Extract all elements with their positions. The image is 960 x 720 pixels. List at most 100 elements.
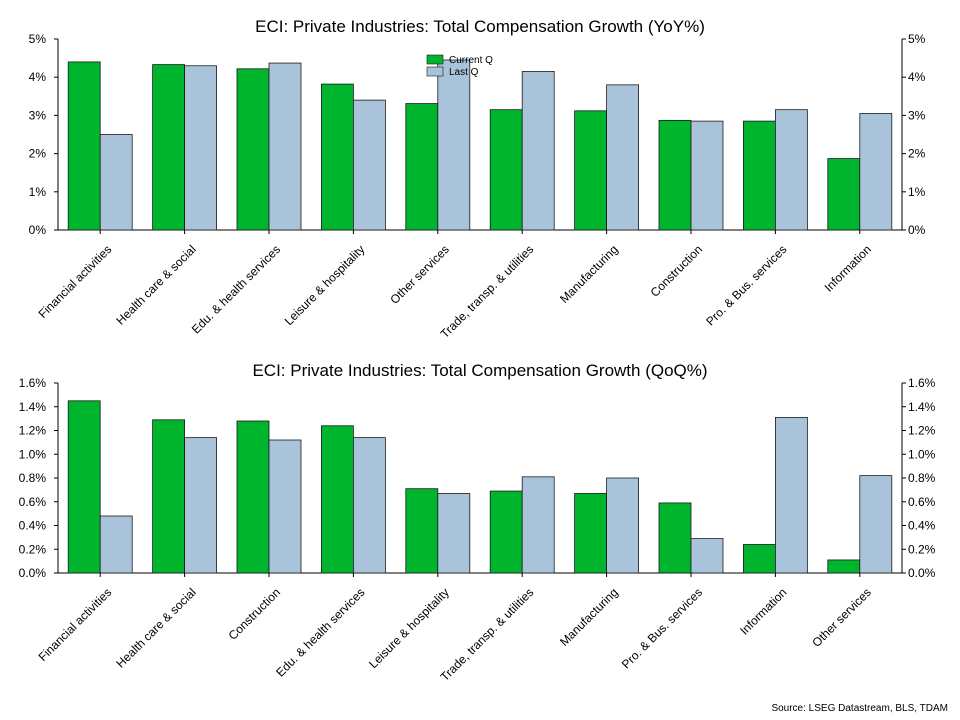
bar-last — [99, 134, 133, 231]
bar-current — [67, 400, 101, 574]
x-category-label: Construction — [648, 242, 706, 300]
bar-current — [658, 502, 692, 574]
y-tick-label-left: 3% — [29, 108, 47, 122]
bar-last — [352, 437, 386, 574]
x-category-label: Trade, transp. & utilities — [438, 585, 537, 684]
legend-label: Current Q — [449, 55, 493, 66]
y-tick-label-left: 1.2% — [19, 424, 47, 438]
y-tick-label-right: 1.6% — [908, 376, 936, 390]
y-tick-label-left: 4% — [29, 70, 47, 84]
bar-current — [658, 119, 692, 231]
x-category-label: Manufacturing — [557, 585, 621, 649]
x-category-label: Leisure & hospitality — [366, 585, 452, 671]
bar-current — [405, 488, 439, 574]
y-tick-label-right: 0% — [908, 223, 926, 237]
bar-current — [489, 490, 523, 574]
bar-last — [268, 439, 302, 574]
y-tick-label-right: 1.2% — [908, 424, 936, 438]
x-category-label: Financial activities — [36, 242, 115, 321]
y-tick-label-left: 1% — [29, 185, 47, 199]
bar-last — [690, 538, 724, 574]
bar-last — [437, 59, 471, 231]
bar-last — [437, 493, 471, 574]
y-tick-label-right: 3% — [908, 108, 926, 122]
legend-label: Last Q — [449, 67, 479, 78]
bar-current — [827, 559, 861, 574]
y-tick-label-left: 0.2% — [19, 542, 47, 556]
y-tick-label-left: 1.4% — [19, 400, 47, 414]
x-category-label: Financial activities — [36, 585, 115, 664]
bar-current — [152, 419, 186, 574]
x-category-label: Health care & social — [113, 242, 198, 327]
y-tick-label-right: 0.2% — [908, 542, 936, 556]
bar-last — [775, 109, 808, 231]
bar-current — [320, 425, 354, 574]
bar-current — [743, 120, 776, 231]
bar-last — [521, 71, 555, 231]
y-tick-label-left: 1.6% — [19, 376, 47, 390]
bar-last — [352, 99, 386, 231]
x-category-label: Construction — [226, 585, 284, 643]
y-tick-label-left: 5% — [29, 32, 47, 46]
source-note: Source: LSEG Datastream, BLS, TDAM — [771, 703, 948, 714]
y-tick-label-left: 0.6% — [19, 495, 47, 509]
x-category-label: Trade, transp. & utilities — [438, 242, 537, 341]
x-category-label: Information — [822, 242, 874, 294]
y-tick-label-left: 0% — [29, 223, 47, 237]
bar-last — [606, 477, 639, 574]
bar-last — [606, 84, 639, 231]
bar-last — [690, 120, 724, 231]
y-tick-label-right: 1.0% — [908, 447, 936, 461]
x-category-label: Edu. & health services — [189, 242, 283, 336]
y-tick-label-right: 1% — [908, 185, 926, 199]
chart-2: ECI: Private Industries: Total Compensat… — [19, 361, 936, 684]
bar-last — [268, 62, 302, 231]
bar-last — [184, 437, 218, 574]
legend-swatch — [426, 54, 444, 65]
bar-current — [405, 103, 439, 231]
y-tick-label-left: 0.0% — [19, 566, 47, 580]
bar-current — [574, 493, 607, 574]
chart-title: ECI: Private Industries: Total Compensat… — [255, 17, 705, 36]
y-tick-label-left: 0.4% — [19, 519, 47, 533]
x-category-label: Leisure & hospitality — [282, 242, 368, 328]
x-category-label: Pro. & Bus. services — [619, 585, 705, 671]
bar-current — [827, 158, 861, 231]
legend-swatch — [426, 66, 444, 77]
bar-last — [859, 475, 893, 574]
chart-1: ECI: Private Industries: Total Compensat… — [29, 17, 926, 341]
y-tick-label-right: 4% — [908, 70, 926, 84]
y-tick-label-right: 5% — [908, 32, 926, 46]
bar-last — [859, 113, 893, 231]
bar-current — [67, 61, 101, 231]
x-category-label: Other services — [387, 242, 452, 307]
bar-last — [184, 65, 218, 231]
x-category-label: Edu. & health services — [273, 585, 367, 679]
y-tick-label-right: 0.6% — [908, 495, 936, 509]
y-tick-label-right: 0.0% — [908, 566, 936, 580]
bar-current — [152, 64, 186, 231]
bar-current — [743, 544, 776, 574]
x-category-label: Pro. & Bus. services — [703, 242, 789, 328]
bar-current — [320, 83, 354, 231]
bar-last — [775, 417, 808, 574]
y-tick-label-right: 2% — [908, 147, 926, 161]
x-category-label: Information — [737, 585, 789, 637]
y-tick-label-left: 1.0% — [19, 447, 47, 461]
bar-last — [521, 476, 555, 574]
y-tick-label-left: 2% — [29, 147, 47, 161]
chart-title: ECI: Private Industries: Total Compensat… — [252, 361, 707, 380]
y-tick-label-right: 0.4% — [908, 519, 936, 533]
y-tick-label-left: 0.8% — [19, 471, 47, 485]
bar-current — [236, 68, 270, 231]
bar-current — [574, 110, 607, 231]
bar-current — [489, 109, 523, 231]
bar-current — [236, 420, 270, 574]
bar-last — [99, 515, 133, 574]
y-tick-label-right: 1.4% — [908, 400, 936, 414]
x-category-label: Other services — [809, 585, 874, 650]
x-category-label: Manufacturing — [557, 242, 621, 306]
y-tick-label-right: 0.8% — [908, 471, 936, 485]
